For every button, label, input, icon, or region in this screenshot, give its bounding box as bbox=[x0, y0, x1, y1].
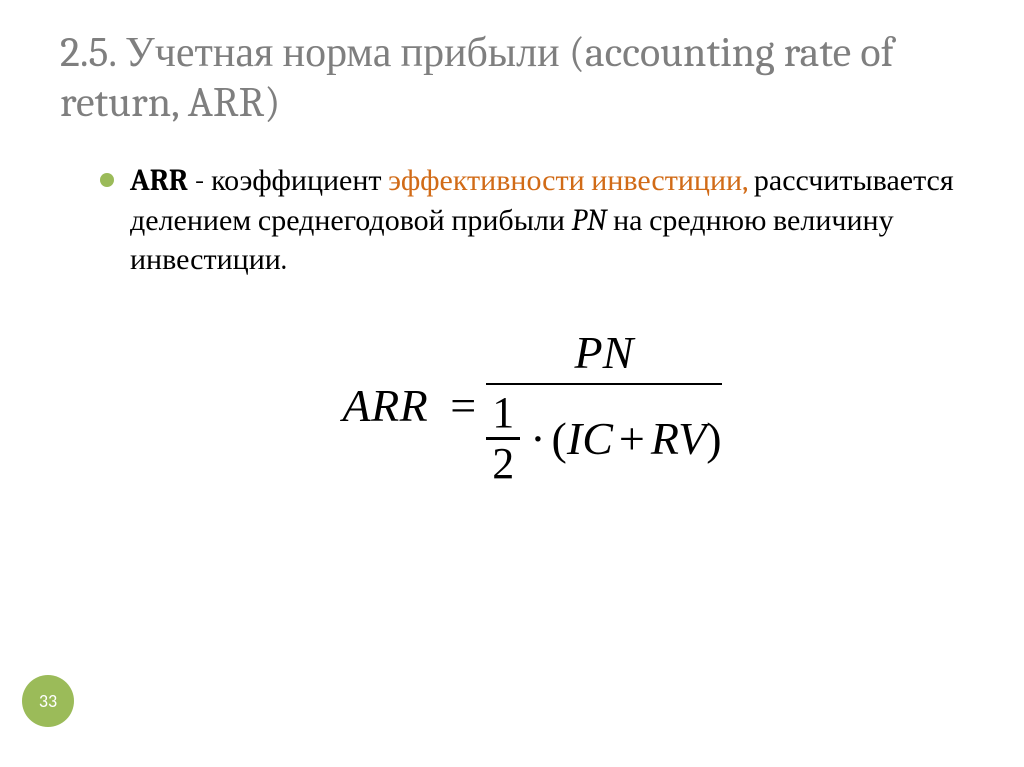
one-half-fraction: 1 2 bbox=[486, 391, 520, 486]
numerator: PN bbox=[534, 326, 673, 383]
close-paren: ) bbox=[706, 412, 721, 465]
plus-sign: + bbox=[619, 412, 645, 465]
arr-formula: ARR = PN 1 2 · ( IC + RV ) bbox=[100, 326, 964, 486]
denominator: 1 2 · ( IC + RV ) bbox=[486, 385, 721, 486]
half-num: 1 bbox=[486, 391, 520, 437]
definition-paragraph: ARR - коэффициент эффективности инвестиц… bbox=[130, 161, 964, 280]
half-den: 2 bbox=[492, 440, 514, 486]
main-fraction: PN 1 2 · ( IC + RV ) bbox=[486, 326, 721, 486]
equals-sign: = bbox=[450, 379, 476, 432]
multiply-dot: · bbox=[530, 412, 545, 465]
page-number-badge: 33 bbox=[22, 675, 74, 727]
pn-symbol: PN bbox=[571, 203, 606, 238]
arr-abbrev: ARR bbox=[130, 163, 188, 198]
ic-term: IC bbox=[567, 412, 613, 465]
rv-term: RV bbox=[651, 412, 706, 465]
text-dash: - bbox=[188, 163, 211, 198]
formula-lhs: ARR bbox=[342, 379, 428, 432]
slide-title: 2.5. Учетная норма прибыли (accounting r… bbox=[60, 28, 964, 127]
bullet-icon bbox=[100, 173, 114, 187]
bullet-item: ARR - коэффициент эффективности инвестиц… bbox=[100, 161, 964, 280]
open-paren: ( bbox=[552, 412, 567, 465]
highlight-text: эффективности инвестиции, bbox=[388, 163, 747, 198]
text-segment: коэффициент bbox=[211, 163, 388, 198]
